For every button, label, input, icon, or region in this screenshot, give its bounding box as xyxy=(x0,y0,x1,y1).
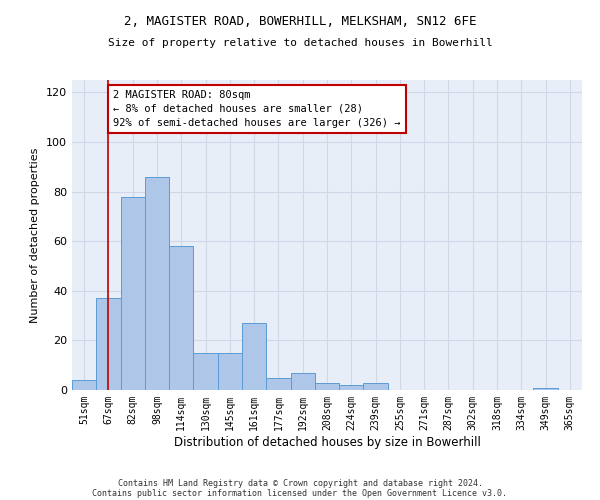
Bar xyxy=(339,385,364,390)
Bar xyxy=(96,298,121,390)
Bar xyxy=(533,388,558,390)
Bar xyxy=(193,353,218,390)
X-axis label: Distribution of detached houses by size in Bowerhill: Distribution of detached houses by size … xyxy=(173,436,481,448)
Text: 2, MAGISTER ROAD, BOWERHILL, MELKSHAM, SN12 6FE: 2, MAGISTER ROAD, BOWERHILL, MELKSHAM, S… xyxy=(124,15,476,28)
Bar xyxy=(242,323,266,390)
Bar xyxy=(218,353,242,390)
Bar xyxy=(72,380,96,390)
Bar xyxy=(121,196,145,390)
Bar xyxy=(145,176,169,390)
Text: Size of property relative to detached houses in Bowerhill: Size of property relative to detached ho… xyxy=(107,38,493,48)
Bar xyxy=(266,378,290,390)
Bar xyxy=(364,382,388,390)
Text: Contains public sector information licensed under the Open Government Licence v3: Contains public sector information licen… xyxy=(92,488,508,498)
Y-axis label: Number of detached properties: Number of detached properties xyxy=(31,148,40,322)
Bar xyxy=(290,372,315,390)
Bar xyxy=(315,382,339,390)
Text: Contains HM Land Registry data © Crown copyright and database right 2024.: Contains HM Land Registry data © Crown c… xyxy=(118,478,482,488)
Text: 2 MAGISTER ROAD: 80sqm
← 8% of detached houses are smaller (28)
92% of semi-deta: 2 MAGISTER ROAD: 80sqm ← 8% of detached … xyxy=(113,90,401,128)
Bar xyxy=(169,246,193,390)
